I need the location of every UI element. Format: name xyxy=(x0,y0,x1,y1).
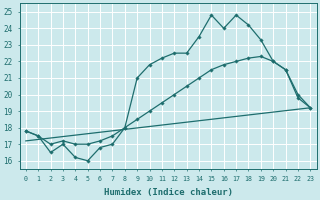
X-axis label: Humidex (Indice chaleur): Humidex (Indice chaleur) xyxy=(104,188,233,197)
